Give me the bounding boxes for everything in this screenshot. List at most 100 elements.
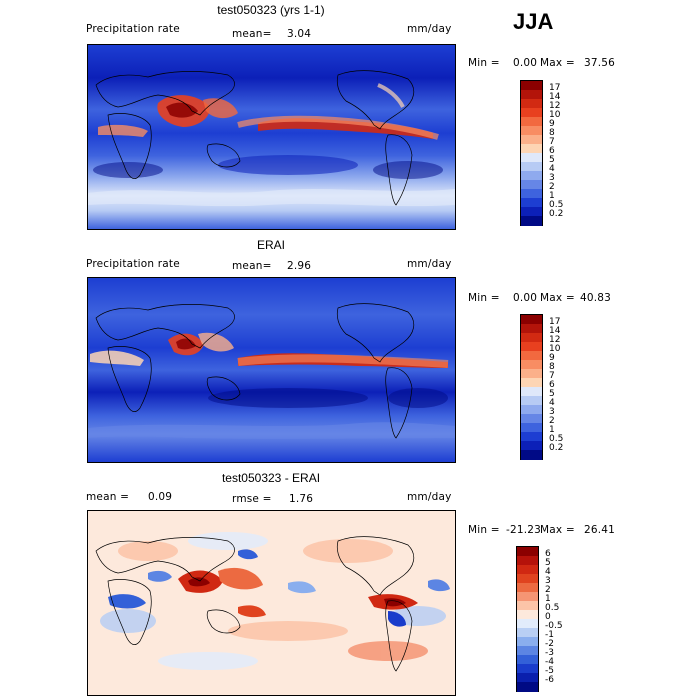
panel-3-rmse-label: rmse = bbox=[232, 493, 272, 505]
colorbar-cell bbox=[517, 583, 538, 593]
colorbar-cell bbox=[521, 414, 542, 424]
colorbar-tick-label: 1 bbox=[549, 425, 555, 435]
colorbar-cell bbox=[521, 360, 542, 370]
colorbar-cell bbox=[517, 574, 538, 584]
colorbar-cell bbox=[521, 405, 542, 415]
colorbar-cell bbox=[521, 333, 542, 343]
colorbar-tick-label: 2 bbox=[549, 416, 555, 426]
colorbar-cell bbox=[517, 682, 538, 692]
colorbar-tick-label: -2 bbox=[545, 639, 554, 649]
colorbar-tick-label: 0.5 bbox=[549, 434, 564, 444]
colorbar-tick-label: 17 bbox=[549, 317, 561, 327]
colorbar-cell bbox=[521, 450, 542, 460]
colorbar-cell bbox=[521, 432, 542, 442]
colorbar-tick-label: 0.2 bbox=[549, 209, 564, 219]
colorbar-tick-label: 0.2 bbox=[549, 443, 564, 453]
colorbar-cell bbox=[521, 90, 542, 100]
colorbar-tick-label: -3 bbox=[545, 648, 554, 658]
colorbar-tick-label: 4 bbox=[545, 567, 551, 577]
colorbar-tick-label: 4 bbox=[549, 398, 555, 408]
colorbar-tick-label: 17 bbox=[549, 83, 561, 93]
panel-2-max-value: 40.83 bbox=[580, 292, 612, 304]
colorbar-tick-label: 9 bbox=[549, 353, 555, 363]
panel-1-colorbar bbox=[520, 80, 543, 226]
colorbar-tick-label: 7 bbox=[549, 137, 555, 147]
colorbar-tick-label: 8 bbox=[549, 362, 555, 372]
panel-1-units: mm/day bbox=[407, 23, 452, 35]
panel-3-units: mm/day bbox=[407, 491, 452, 503]
colorbar-cell bbox=[521, 108, 542, 118]
panel-3-colorbar bbox=[516, 546, 539, 692]
panel-3-title: test050323 - ERAI bbox=[221, 471, 321, 485]
panel-1-mean-label: mean= bbox=[232, 28, 272, 40]
colorbar-tick-label: 5 bbox=[549, 155, 555, 165]
colorbar-tick-label: 12 bbox=[549, 101, 561, 111]
panel-1-title: test050323 (yrs 1-1) bbox=[217, 3, 325, 17]
colorbar-cell bbox=[517, 565, 538, 575]
colorbar-cell bbox=[517, 655, 538, 665]
panel-3-rmse-value: 1.76 bbox=[289, 493, 314, 505]
panel-2-units: mm/day bbox=[407, 258, 452, 270]
colorbar-tick-label: 9 bbox=[549, 119, 555, 129]
colorbar-tick-label: 6 bbox=[549, 146, 555, 156]
panel-3-min-value: -21.23 bbox=[506, 524, 542, 536]
colorbar-tick-label: 12 bbox=[549, 335, 561, 345]
colorbar-tick-label: 6 bbox=[549, 380, 555, 390]
colorbar-tick-label: 5 bbox=[545, 558, 551, 568]
colorbar-cell bbox=[521, 441, 542, 451]
colorbar-cell bbox=[521, 315, 542, 325]
colorbar-cell bbox=[521, 162, 542, 172]
colorbar-tick-label: 3 bbox=[545, 576, 551, 586]
panel-2-field bbox=[88, 278, 455, 462]
colorbar-tick-label: 1 bbox=[545, 594, 551, 604]
colorbar-tick-label: 3 bbox=[549, 407, 555, 417]
panel-1-variable-label: Precipitation rate bbox=[86, 23, 180, 35]
panel-2-min-value: 0.00 bbox=[513, 292, 538, 304]
panel-3-min-label: Min = bbox=[468, 524, 500, 536]
panel-1-max-label: Max = bbox=[540, 57, 575, 69]
panel-2-max-label: Max = bbox=[540, 292, 575, 304]
colorbar-cell bbox=[517, 610, 538, 620]
colorbar-cell bbox=[521, 207, 542, 217]
panel-3-mean-value: 0.09 bbox=[148, 491, 173, 503]
colorbar-tick-label: 1 bbox=[549, 191, 555, 201]
colorbar-cell bbox=[521, 189, 542, 199]
panel-3-max-label: Max = bbox=[540, 524, 575, 536]
colorbar-cell bbox=[521, 387, 542, 397]
colorbar-tick-label: -6 bbox=[545, 675, 554, 685]
colorbar-cell bbox=[521, 378, 542, 388]
colorbar-cell bbox=[521, 342, 542, 352]
colorbar-cell bbox=[521, 99, 542, 109]
panel-2-map bbox=[87, 277, 456, 463]
panel-3-map bbox=[87, 510, 456, 696]
colorbar-cell bbox=[517, 556, 538, 566]
panel-2-mean-label: mean= bbox=[232, 260, 272, 272]
colorbar-tick-label: -4 bbox=[545, 657, 554, 667]
colorbar-cell bbox=[521, 117, 542, 127]
panel-3-mean-label: mean = bbox=[86, 491, 130, 503]
colorbar-cell bbox=[521, 144, 542, 154]
panel-2-title: ERAI bbox=[256, 238, 285, 252]
colorbar-cell bbox=[517, 592, 538, 602]
colorbar-cell bbox=[517, 601, 538, 611]
panel-1-field bbox=[88, 45, 455, 229]
colorbar-tick-label: -5 bbox=[545, 666, 554, 676]
colorbar-cell bbox=[521, 153, 542, 163]
panel-3-max-value: 26.41 bbox=[584, 524, 616, 536]
colorbar-tick-label: 6 bbox=[545, 549, 551, 559]
colorbar-cell bbox=[521, 81, 542, 91]
colorbar-cell bbox=[517, 664, 538, 674]
colorbar-tick-label: 0.5 bbox=[549, 200, 564, 210]
colorbar-tick-label: 5 bbox=[549, 389, 555, 399]
colorbar-cell bbox=[521, 135, 542, 145]
season-label: JJA bbox=[513, 9, 554, 34]
panel-1-mean-value: 3.04 bbox=[287, 28, 312, 40]
colorbar-tick-label: 0.5 bbox=[545, 603, 560, 613]
colorbar-cell bbox=[521, 351, 542, 361]
colorbar-tick-label: 10 bbox=[549, 110, 561, 120]
panel-3-field bbox=[88, 511, 455, 695]
panel-1-min-label: Min = bbox=[468, 57, 500, 69]
colorbar-cell bbox=[517, 673, 538, 683]
colorbar-tick-label: 7 bbox=[549, 371, 555, 381]
colorbar-tick-label: 8 bbox=[549, 128, 555, 138]
